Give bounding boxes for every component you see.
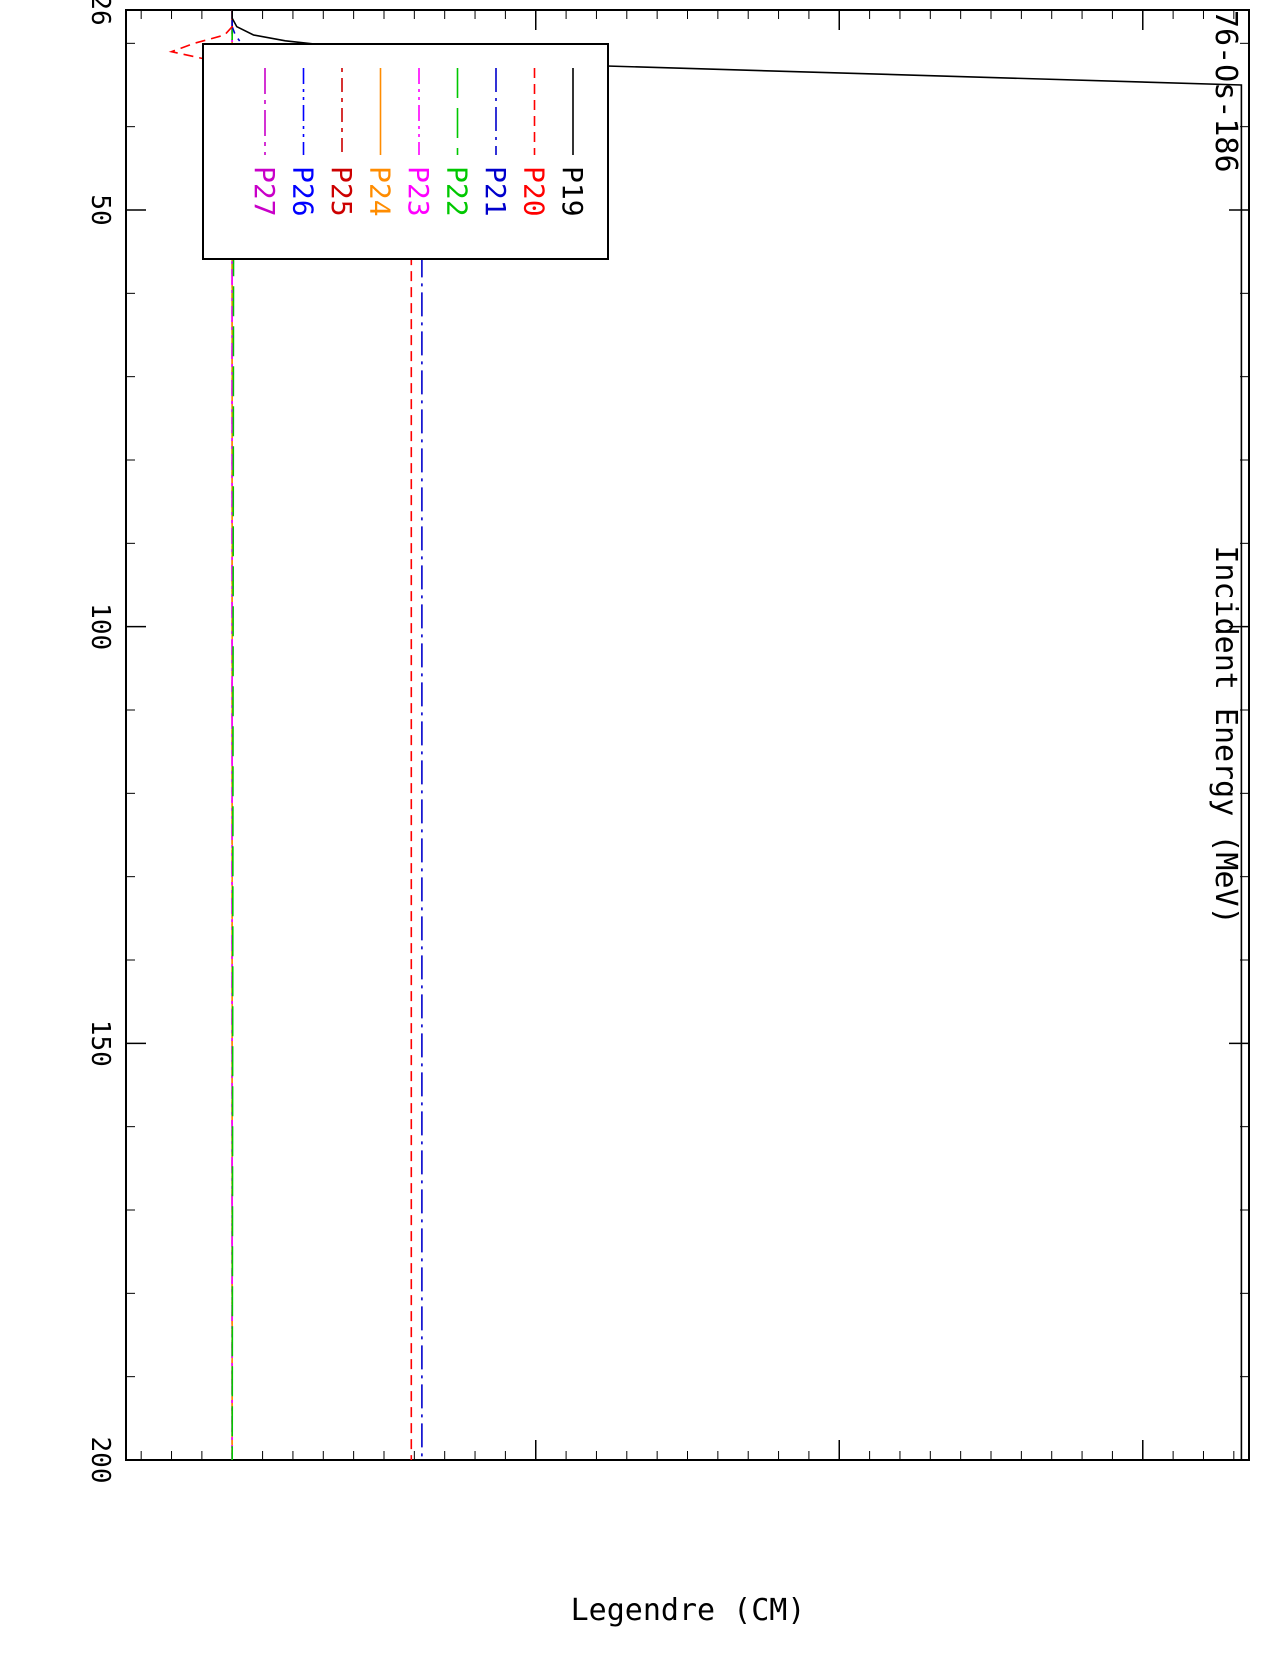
legend-label-p19: P19 <box>556 166 589 217</box>
x-tick-label: 100 <box>85 603 115 650</box>
legend-label-p22: P22 <box>441 166 474 217</box>
x-axis-label: Incident Energy (MeV) <box>1208 545 1243 924</box>
legend-label-p20: P20 <box>518 166 551 217</box>
y-axis-label: Legendre (CM) <box>571 1593 806 1628</box>
x-tick-label: 26 <box>85 0 115 26</box>
axis-ticks <box>126 10 1249 1460</box>
x-tick-label: 50 <box>85 194 115 225</box>
legend-box <box>202 43 609 260</box>
isotope-tag: 76-Os-186 <box>1208 10 1243 173</box>
legend-label-p25: P25 <box>325 166 358 217</box>
x-tick-label: 200 <box>85 1437 115 1484</box>
axis-tick-labels: 26501001502000.0000.0020.0040.006 <box>85 0 115 1484</box>
legend-label-p21: P21 <box>479 166 512 217</box>
legend-label-p27: P27 <box>248 166 281 217</box>
series-line-p19 <box>231 10 1243 1460</box>
legend-label-p23: P23 <box>402 166 435 217</box>
series-line-p21 <box>231 10 423 1460</box>
legend-label-p26: P26 <box>287 166 320 217</box>
legend-label-p24: P24 <box>364 166 397 217</box>
x-tick-label: 150 <box>85 1020 115 1067</box>
